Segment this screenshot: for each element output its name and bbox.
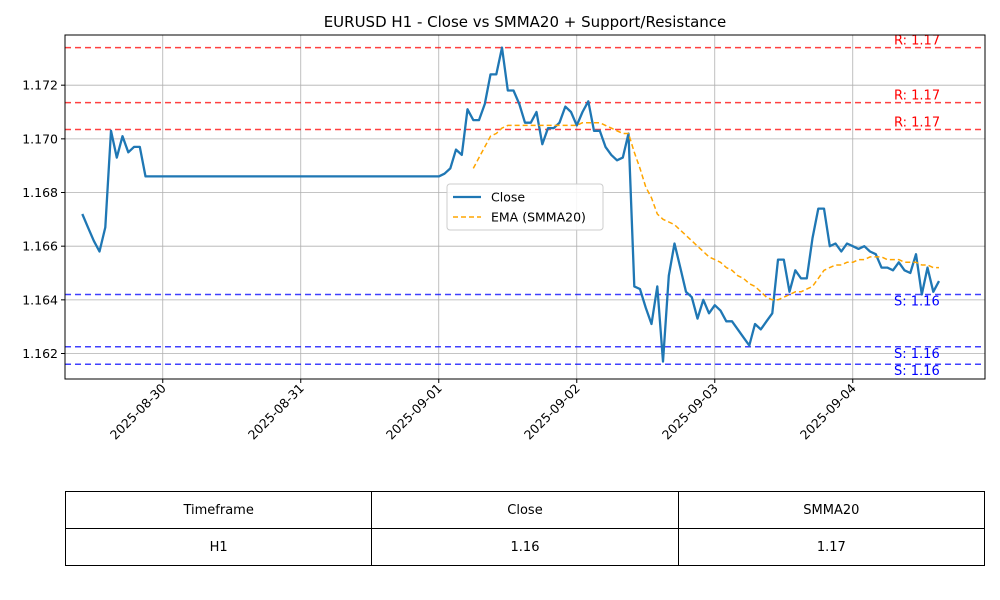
summary-table: Timeframe Close SMMA20 H1 1.16 1.17 xyxy=(64,491,986,566)
y-tick-label: 1.172 xyxy=(22,78,58,93)
y-tick-label: 1.164 xyxy=(22,292,58,307)
series-layer xyxy=(81,46,941,363)
line-label-layer: R: 1.17 R: 1.17 R: 1.17 S: 1.16 S: 1.16 S: 1.… xyxy=(894,34,940,380)
resistance-label: R: 1.17 xyxy=(894,115,940,130)
table-header-cell: Timeframe xyxy=(64,491,373,529)
legend-box xyxy=(446,183,604,231)
table-cell: 1.16 xyxy=(371,528,679,566)
table-header-row: Timeframe Close SMMA20 xyxy=(64,491,986,529)
legend: Close EMA (SMMA20) xyxy=(446,183,604,231)
legend-label-close: Close xyxy=(491,190,525,205)
chart-title: EURUSD H1 - Close vs SMMA20 + Support/Re… xyxy=(324,13,727,31)
support-resistance-layer xyxy=(65,46,985,365)
y-tick-label: 1.162 xyxy=(22,346,58,361)
x-tick-label: 2025-09-01 xyxy=(383,381,445,443)
table-header-cell: SMMA20 xyxy=(677,491,986,529)
table-cell: H1 xyxy=(64,528,373,566)
plot-frame xyxy=(64,34,986,380)
table-cell: 1.17 xyxy=(677,528,986,566)
close-series-line xyxy=(81,46,941,363)
resistance-label: R: 1.17 xyxy=(894,89,940,104)
support-label: S: 1.16 xyxy=(894,347,940,362)
y-tick-label: 1.168 xyxy=(22,185,58,200)
y-tick-label: 1.166 xyxy=(22,239,58,254)
x-tick-label: 2025-08-31 xyxy=(245,381,307,443)
support-label: S: 1.16 xyxy=(894,364,940,379)
legend-label-smma: EMA (SMMA20) xyxy=(491,210,586,225)
smma20-series-line xyxy=(472,121,939,301)
y-tick-label: 1.170 xyxy=(22,131,58,146)
support-label: S: 1.16 xyxy=(894,294,940,309)
table-header-cell: Close xyxy=(371,491,679,529)
resistance-label: R: 1.17 xyxy=(894,34,940,49)
x-tick-label: 2025-09-02 xyxy=(521,381,583,443)
x-tick-label: 2025-08-30 xyxy=(107,380,169,442)
chart-svg: EURUSD H1 - Close vs SMMA20 + Support/Re… xyxy=(22,13,986,443)
table-row: H1 1.16 1.17 xyxy=(64,528,986,566)
x-tick-label: 2025-09-03 xyxy=(659,381,721,443)
x-tick-label: 2025-09-04 xyxy=(797,380,859,442)
